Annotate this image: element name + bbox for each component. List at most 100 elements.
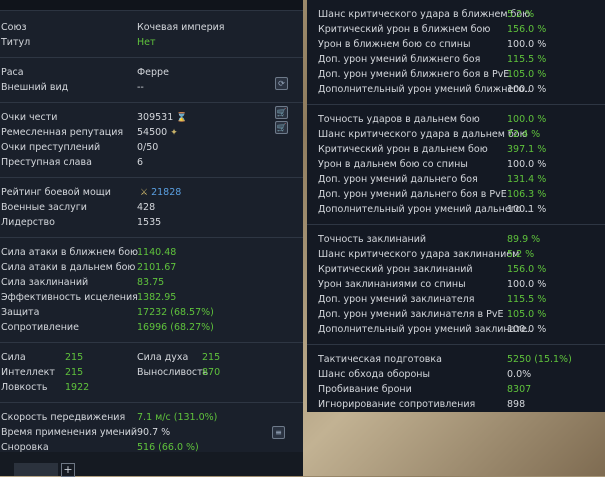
stat-value-wrap: 397.1 % <box>507 142 546 157</box>
stat-label: Доп. урон умений заклинателя <box>318 294 475 305</box>
stat-label: Интеллект <box>1 367 55 378</box>
stat-row: Интеллект 215 <box>0 365 137 380</box>
stat-value-wrap: Кочевая империя <box>137 20 225 35</box>
stat-value: 215 <box>65 367 84 378</box>
stat-value-wrap: 105.0 % <box>507 307 546 322</box>
stat-row: Эффективность исцеления 1382.95 <box>0 290 303 305</box>
stat-value: 898 <box>507 399 526 410</box>
stat-section: Точность ударов в дальнем бою 100.0 % Шанс… <box>307 105 605 225</box>
stat-value: 1382.95 <box>137 292 177 303</box>
stat-label: Титул <box>1 37 31 48</box>
stat-value-wrap: 5250 (15.1%) <box>507 352 572 367</box>
stat-value-wrap: 100.0 % <box>507 322 546 337</box>
stat-label: Внешний вид <box>1 82 69 93</box>
stat-value-wrap: 2101.67 <box>137 260 176 275</box>
stat-value: 2101.67 <box>137 262 177 273</box>
stat-label: Дополнительный урон умений заклинате.. <box>318 324 533 335</box>
stat-value: 156.0 % <box>507 264 547 275</box>
stat-value: 100.0 % <box>507 84 547 95</box>
stat-value-wrap: 72.4 % <box>507 127 540 142</box>
stat-label: Пробивание брони <box>318 384 412 395</box>
stat-value-wrap: 0/50 <box>137 140 158 155</box>
stat-label: Защита <box>1 307 40 318</box>
icon: ⚔ <box>140 188 149 198</box>
stat-section: Очки чести 309531 ⌛ Ремесленная репутация 54… <box>0 103 303 178</box>
stat-section: Тактическая подготовка 5250 (15.1%) Шанс о… <box>307 345 605 419</box>
combat-stats-panel: Шанс критического удара в ближнем бою 5.2… <box>307 0 605 412</box>
stat-value: 397.1 % <box>507 144 547 155</box>
stat-label: Скорость передвижения <box>1 412 126 423</box>
stat-label: Ремесленная репутация <box>1 127 124 138</box>
stat-value-wrap: 1922 <box>65 380 89 395</box>
stat-section: Союз Кочевая империя Титул Нет <box>0 13 303 58</box>
stat-row: Доп. урон умений ближнего боя в PvE 105.0… <box>307 67 605 82</box>
stat-row: Шанс обхода обороны 0.0% <box>307 367 605 382</box>
stat-value: 21828 <box>151 187 182 198</box>
stat-label: Тактическая подготовка <box>318 354 442 365</box>
details-button[interactable]: ≡ <box>272 426 285 439</box>
stat-value-wrap: 156.0 % <box>507 262 546 277</box>
stat-value: 105.0 % <box>507 69 547 80</box>
stat-value: 115.5 % <box>507 294 547 305</box>
stat-value: 100.0 % <box>507 324 547 335</box>
stat-value: 16996 (68.27%) <box>137 322 214 333</box>
stat-label: Доп. урон умений заклинателя в PvE <box>318 309 504 320</box>
stat-row: Доп. урон умений заклинателя в PvE 105.0 … <box>307 307 605 322</box>
stat-row: Игнорирование сопротивления 898 <box>307 397 605 412</box>
refresh-button[interactable]: ⟳ <box>275 77 288 90</box>
stat-value: 516 (66.0 %) <box>137 442 199 453</box>
stat-row: Шанс критического удара заклинанием 5.2 % <box>307 247 605 262</box>
stat-value: Кочевая империя <box>137 22 225 33</box>
stat-label: Сноровка <box>1 442 49 453</box>
stat-row: Сила заклинаний 83.75 <box>0 275 303 290</box>
stat-value: 54500 <box>137 127 168 138</box>
stat-value-wrap: 100.0 % <box>507 82 546 97</box>
stat-value-wrap: Нет <box>137 35 156 50</box>
stat-value-wrap: 309531 ⌛ <box>137 110 190 126</box>
stat-value: 7.1 м/с (131.0%) <box>137 412 218 423</box>
stat-label: Сила <box>1 352 26 363</box>
stat-row: Сила 215 <box>0 350 137 365</box>
stat-section: Сила атаки в ближнем бою 1140.48 Сила атак… <box>0 238 303 343</box>
stat-value-wrap: 516 (66.0 %) <box>137 440 199 455</box>
stat-row: Рейтинг боевой мощи ⚔ 21828 <box>0 185 303 200</box>
stat-value: 309531 <box>137 112 174 123</box>
stat-value-wrap: 106.3 % <box>507 187 546 202</box>
stat-label: Критический урон в ближнем бою <box>318 24 491 35</box>
stat-value-wrap: 215 <box>65 365 83 380</box>
stat-value: 100.0 % <box>507 159 547 170</box>
stat-value: 72.4 % <box>507 129 541 140</box>
stat-value-wrap: 115.5 % <box>507 292 546 307</box>
stat-row: Шанс критического удара в дальнем бою 72.… <box>307 127 605 142</box>
stat-label: Критический урон заклинаний <box>318 264 473 275</box>
stat-label: Лидерство <box>1 217 55 228</box>
stat-value-wrap: 17232 (68.57%) <box>137 305 214 320</box>
add-tab-button[interactable]: + <box>61 463 75 477</box>
stat-value: 1922 <box>65 382 90 393</box>
stat-label: Выносливость <box>137 367 209 378</box>
stat-label: Военные заслуги <box>1 202 87 213</box>
stat-value-wrap: 54500 ✦ <box>137 125 181 141</box>
stat-row: Время применения умений 90.7 % <box>0 425 303 440</box>
stat-row: Внешний вид -- <box>0 80 303 95</box>
stat-label: Сила заклинаний <box>1 277 89 288</box>
stat-section: Точность заклинаний 89.9 % Шанс критическо… <box>307 225 605 345</box>
stat-row: Шанс критического удара в ближнем бою 5.2… <box>307 7 605 22</box>
shop-button[interactable]: 🛒 <box>275 121 288 134</box>
stat-label: Рейтинг боевой мощи <box>1 187 111 198</box>
stat-row: Сила атаки в ближнем бою 1140.48 <box>0 245 303 260</box>
stat-value-wrap: ⚔ 21828 <box>137 185 181 201</box>
stat-label: Критический урон в дальнем бою <box>318 144 488 155</box>
stat-value: -- <box>137 82 144 93</box>
shop-button[interactable]: 🛒 <box>275 106 288 119</box>
stat-value-wrap: 7.1 м/с (131.0%) <box>137 410 217 425</box>
stat-label: Сила атаки в ближнем бою <box>1 247 139 258</box>
stat-value-wrap: 89.9 % <box>507 232 540 247</box>
stat-value-wrap: 0.0% <box>507 367 531 382</box>
stat-value-wrap: 428 <box>137 200 155 215</box>
stat-row: Урон в ближнем бою со спины 100.0 % <box>307 37 605 52</box>
tab[interactable] <box>14 463 58 476</box>
stat-label: Доп. урон умений ближнего боя <box>318 54 481 65</box>
stat-value-wrap: 105.0 % <box>507 67 546 82</box>
stat-value: 100.0 % <box>507 279 547 290</box>
